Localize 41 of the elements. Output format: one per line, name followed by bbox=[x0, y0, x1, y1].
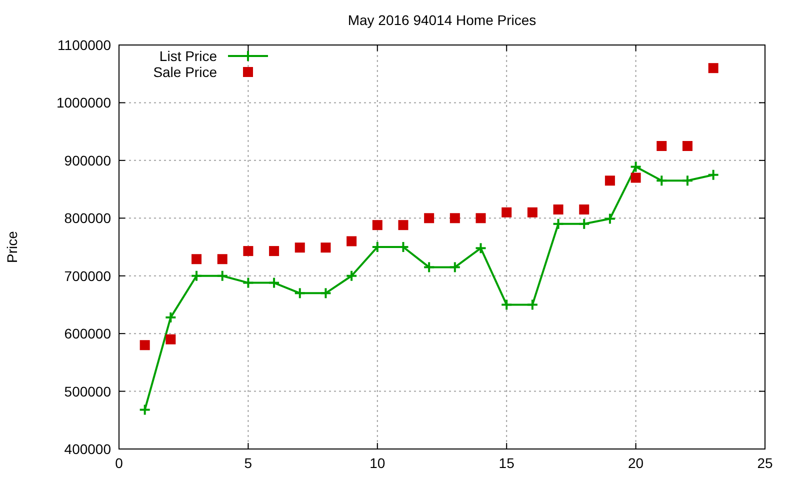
point bbox=[630, 172, 641, 183]
point bbox=[243, 246, 254, 256]
x-tick-label: 20 bbox=[628, 455, 644, 471]
point bbox=[269, 246, 280, 256]
y-tick-label: 1000000 bbox=[56, 94, 112, 111]
y-tick-label: 800000 bbox=[64, 210, 112, 226]
legend-label: Sale Price bbox=[153, 64, 218, 80]
y-tick-label: 400000 bbox=[64, 441, 112, 457]
y-axis-title: Price bbox=[4, 230, 20, 263]
point bbox=[656, 141, 667, 151]
point bbox=[424, 213, 434, 224]
chart-title: May 2016 94014 Home Prices bbox=[348, 12, 536, 28]
x-tick-label: 0 bbox=[115, 455, 124, 471]
point bbox=[192, 254, 202, 264]
y-tick-label: 900000 bbox=[64, 152, 112, 168]
x-tick-label: 10 bbox=[370, 455, 386, 471]
y-tick-label: 700000 bbox=[64, 268, 112, 284]
legend-label: List Price bbox=[159, 48, 218, 64]
x-tick-label: 15 bbox=[498, 455, 515, 471]
point bbox=[166, 334, 176, 344]
point bbox=[320, 242, 331, 253]
point bbox=[372, 220, 382, 230]
point bbox=[682, 141, 692, 151]
point bbox=[604, 176, 615, 186]
point bbox=[398, 220, 408, 230]
y-tick-label: 500000 bbox=[64, 383, 112, 400]
point bbox=[346, 236, 357, 246]
point bbox=[553, 204, 564, 214]
point bbox=[502, 207, 512, 218]
point bbox=[579, 204, 590, 214]
point bbox=[476, 213, 486, 224]
point bbox=[450, 213, 460, 224]
x-tick-label: 25 bbox=[757, 455, 773, 471]
y-tick-label: 1100000 bbox=[58, 37, 112, 53]
x-tick-label: 5 bbox=[244, 455, 252, 471]
point bbox=[527, 207, 538, 218]
point bbox=[294, 242, 305, 253]
point bbox=[217, 254, 228, 264]
point bbox=[708, 63, 718, 74]
point bbox=[140, 340, 150, 350]
y-tick-label: 600000 bbox=[64, 326, 112, 342]
